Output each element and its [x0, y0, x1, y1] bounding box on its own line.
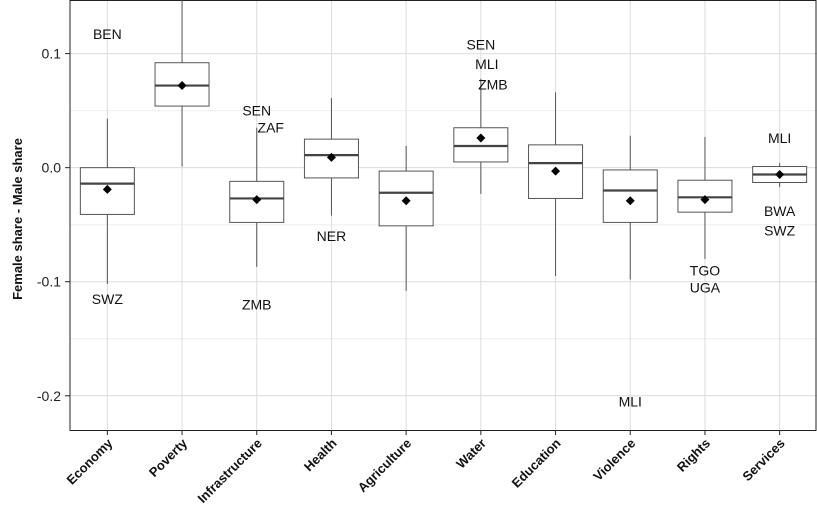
x-tick-label: Poverty: [146, 435, 191, 480]
outlier-label: SWZ: [764, 222, 796, 238]
box-water: [453, 78, 509, 194]
outlier-label: MLI: [475, 56, 498, 72]
outlier-label: UGA: [690, 279, 721, 295]
box-infrastructure: [229, 127, 285, 267]
box-poverty: [154, 0, 210, 167]
mean-marker: [401, 196, 411, 206]
x-tick-label: Infrastructure: [194, 436, 264, 506]
x-tick-label: Education: [509, 435, 564, 490]
box-iqr: [378, 170, 434, 227]
outlier-label: MLI: [619, 393, 642, 409]
outlier-label: ZMB: [478, 76, 508, 92]
outlier-label: SWZ: [92, 291, 124, 307]
mean-marker: [476, 133, 486, 143]
y-tick-label: -0.2: [37, 388, 61, 404]
x-tick-label: Rights: [674, 436, 713, 475]
outlier-label: BWA: [764, 203, 796, 219]
outlier-label: NER: [317, 228, 347, 244]
outlier-label: TGO: [690, 262, 720, 278]
box-rights: [677, 136, 733, 259]
box-iqr: [602, 169, 658, 223]
y-axis-label: Female share - Male share: [10, 138, 25, 300]
x-tick-label: Agriculture: [355, 436, 415, 496]
mean-marker: [102, 184, 112, 194]
mean-marker: [326, 152, 336, 162]
x-axis: Economy Poverty Infrastructure Health Agricu…: [63, 430, 788, 506]
outlier-labels: BENSWZSENZAFZMBNERSENMLIZMBMLITGOUGAMLIB…: [92, 26, 796, 409]
box-health: [303, 98, 359, 216]
y-axis: 0.1 0.0 -0.1 -0.2: [37, 46, 70, 404]
outlier-label: ZAF: [258, 120, 284, 136]
x-tick-label: Violence: [590, 436, 638, 484]
mean-marker: [252, 195, 262, 205]
plot-panel: [69, 0, 817, 431]
outlier-label: BEN: [93, 26, 122, 42]
outlier-label: ZMB: [242, 297, 272, 313]
mean-marker: [177, 81, 187, 91]
x-tick-label: Services: [739, 436, 787, 484]
box-education: [528, 92, 584, 277]
box-agriculture: [378, 145, 434, 291]
box-services: [752, 163, 808, 188]
x-tick-label: Health: [301, 435, 340, 474]
mean-marker: [700, 195, 710, 205]
y-tick-label: -0.1: [37, 274, 61, 290]
box-iqr: [303, 138, 359, 179]
y-tick-label: 0.0: [42, 160, 62, 176]
outlier-label: SEN: [466, 36, 495, 52]
box-economy: [79, 118, 135, 285]
mean-marker: [625, 196, 635, 206]
boxes-layer: [79, 0, 808, 291]
y-tick-label: 0.1: [42, 46, 62, 62]
box-iqr: [453, 127, 509, 163]
box-violence: [602, 135, 658, 280]
outlier-label: MLI: [768, 130, 791, 146]
mean-marker: [551, 166, 561, 176]
x-tick-label: Water: [453, 436, 489, 472]
x-tick-label: Economy: [63, 435, 116, 488]
mean-marker: [775, 170, 785, 180]
outlier-label: SEN: [242, 103, 271, 119]
